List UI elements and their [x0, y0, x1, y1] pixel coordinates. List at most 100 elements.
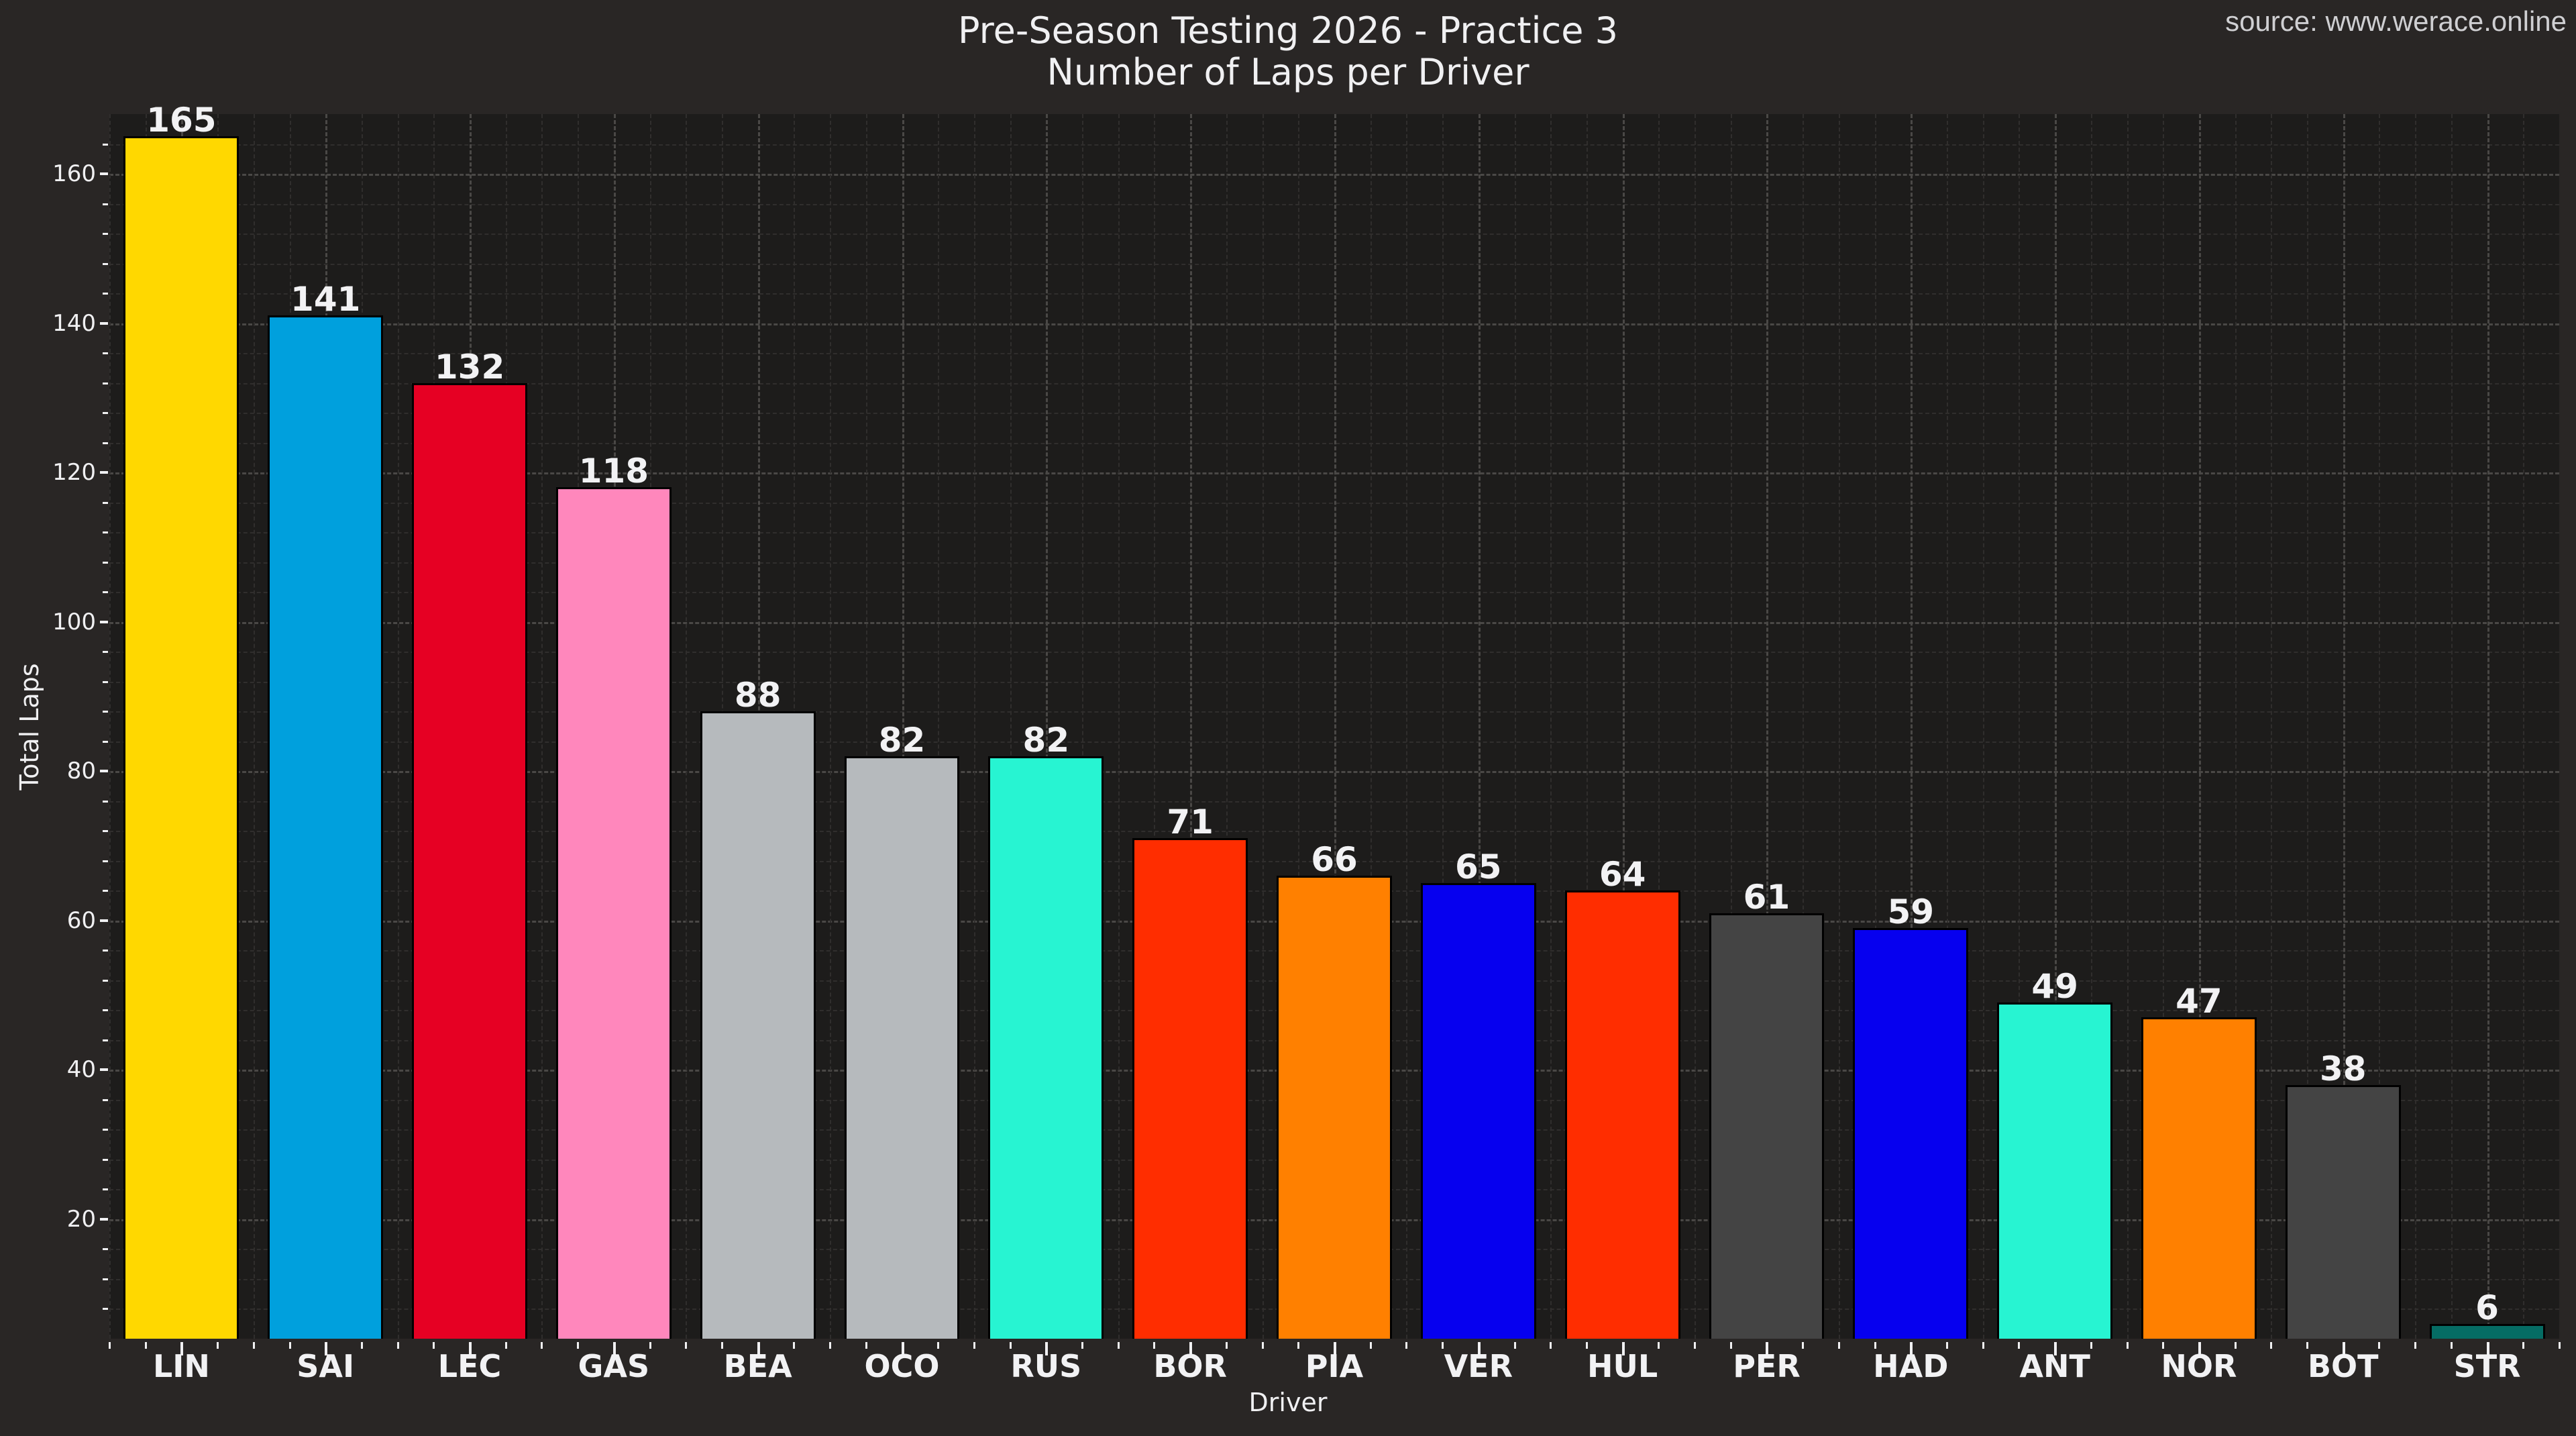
x-minor-tick [1442, 1342, 1444, 1349]
x-minor-tick [2559, 1342, 2561, 1349]
x-minor-tick [1405, 1342, 1408, 1349]
x-tick-label: BOT [2307, 1348, 2379, 1384]
x-minor-tick [2018, 1342, 2021, 1349]
x-minor-tick [144, 1342, 147, 1349]
plot-area [109, 114, 2559, 1339]
grid-line-minor [1658, 114, 1660, 1339]
grid-line-minor [2019, 114, 2021, 1339]
grid-line-minor [1154, 114, 1156, 1339]
grid-line-minor [2163, 114, 2165, 1339]
x-tick-label: SAI [297, 1348, 355, 1384]
y-minor-tick [103, 740, 108, 743]
grid-line-minor [2523, 114, 2525, 1339]
x-tick-mark [1045, 1342, 1049, 1355]
x-tick-mark [2054, 1342, 2057, 1355]
x-minor-tick [1513, 1342, 1516, 1349]
grid-line-minor [865, 114, 867, 1339]
grid-line-minor [2415, 114, 2417, 1339]
x-minor-tick [721, 1342, 723, 1349]
bar-value-label: 88 [734, 676, 782, 715]
y-tick-label: 140 [52, 309, 96, 337]
source-annotation: source: www.werace.online [2225, 5, 2567, 37]
y-minor-tick [103, 979, 108, 982]
x-minor-tick [1802, 1342, 1805, 1349]
x-tick-mark [612, 1342, 616, 1355]
grid-line-major [1478, 114, 1481, 1339]
x-tick-mark [1621, 1342, 1625, 1355]
x-minor-tick [2126, 1342, 2129, 1349]
grid-line-minor [2235, 114, 2237, 1339]
y-tick-mark [100, 172, 108, 176]
x-tick-mark [2486, 1342, 2489, 1355]
grid-line-minor [1730, 114, 1732, 1339]
x-minor-tick [2270, 1342, 2273, 1349]
x-minor-tick [396, 1342, 399, 1349]
y-tick-mark [100, 1217, 108, 1221]
grid-line-minor [1010, 114, 1012, 1339]
y-minor-tick [103, 262, 108, 265]
grid-line-minor [1947, 114, 1948, 1339]
grid-line-minor [1262, 114, 1264, 1339]
x-minor-tick [1585, 1342, 1588, 1349]
y-minor-tick [103, 143, 108, 146]
bar-value-label: 47 [2176, 982, 2222, 1021]
bar-ver [1420, 883, 1536, 1339]
grid-line-minor [1874, 114, 1876, 1339]
x-tick-label: PIA [1305, 1348, 1364, 1384]
x-minor-tick [829, 1342, 832, 1349]
bar-str [2429, 1323, 2545, 1339]
bar-bea [700, 711, 816, 1339]
x-minor-tick [1297, 1342, 1300, 1349]
x-tick-label: GAS [578, 1348, 650, 1384]
x-minor-tick [1658, 1342, 1660, 1349]
x-minor-tick [973, 1342, 975, 1349]
bar-bor [1132, 838, 1248, 1339]
grid-line-major [2343, 114, 2345, 1339]
y-minor-tick [103, 1009, 108, 1012]
grid-line-minor [1442, 114, 1444, 1339]
x-minor-tick [1153, 1342, 1156, 1349]
grid-line-minor [1370, 114, 1372, 1339]
x-tick-label: LIN [152, 1348, 210, 1384]
bar-lin [123, 136, 239, 1339]
y-minor-tick [103, 1158, 108, 1161]
x-minor-tick [252, 1342, 255, 1349]
x-minor-tick [1117, 1342, 1120, 1349]
y-tick-label: 120 [52, 459, 96, 486]
y-tick-mark [100, 620, 108, 623]
x-tick-label: BEA [723, 1348, 792, 1384]
x-minor-tick [288, 1342, 291, 1349]
bar-value-label: 82 [1022, 721, 1070, 760]
x-tick-label: LEC [437, 1348, 502, 1384]
x-minor-tick [360, 1342, 363, 1349]
x-tick-label: OCO [864, 1348, 940, 1384]
x-tick-label: VER [1444, 1348, 1513, 1384]
bar-lec [412, 382, 527, 1339]
y-tick-label: 160 [52, 160, 96, 188]
y-minor-tick [103, 1098, 108, 1101]
x-tick-mark [2342, 1342, 2345, 1355]
y-minor-tick [103, 1248, 108, 1251]
y-minor-tick [103, 591, 108, 594]
y-minor-tick [103, 1188, 108, 1191]
y-tick-label: 60 [66, 907, 96, 934]
bar-value-label: 71 [1167, 803, 1214, 842]
grid-line-major [1622, 114, 1625, 1339]
x-tick-label: NOR [2161, 1348, 2237, 1384]
x-minor-tick [504, 1342, 507, 1349]
bar-value-label: 49 [2031, 967, 2078, 1007]
bar-value-label: 165 [146, 101, 217, 140]
bar-bot [2285, 1084, 2401, 1339]
y-tick-label: 20 [66, 1205, 96, 1233]
grid-line-minor [1514, 114, 1516, 1339]
x-tick-mark [1189, 1342, 1193, 1355]
x-minor-tick [793, 1342, 796, 1349]
y-tick-mark [100, 770, 108, 773]
bar-value-label: 82 [878, 721, 926, 760]
bar-value-label: 38 [2319, 1049, 2367, 1088]
x-tick-mark [1334, 1342, 1336, 1355]
x-minor-tick [1081, 1342, 1084, 1349]
y-minor-tick [103, 561, 108, 564]
x-tick-label: RUS [1010, 1348, 1082, 1384]
x-tick-mark [325, 1342, 328, 1355]
